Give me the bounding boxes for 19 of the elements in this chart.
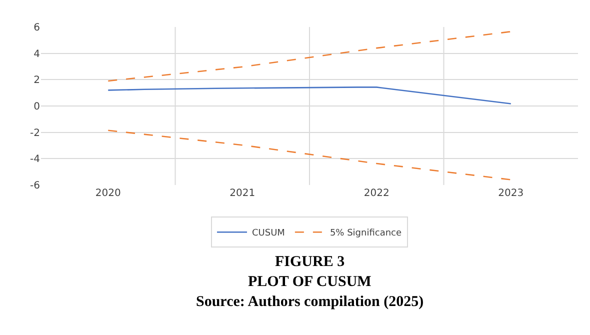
y-tick-label: 6 bbox=[34, 22, 40, 34]
x-tick-label: 2021 bbox=[230, 188, 256, 199]
y-tick-label: -6 bbox=[30, 180, 40, 192]
source-note: Source: Authors compilation (2025) bbox=[196, 294, 424, 310]
legend-label: 5% Significance bbox=[330, 228, 402, 239]
line-series bbox=[107, 30, 512, 82]
x-tick-label: 2022 bbox=[364, 188, 390, 199]
y-tick-label: -4 bbox=[30, 154, 40, 166]
text: FIGURE 3 bbox=[275, 254, 345, 270]
y-tick-label: 4 bbox=[34, 48, 40, 60]
y-tick-label: 0 bbox=[34, 102, 40, 112]
y-tick-label: -2 bbox=[30, 128, 40, 139]
line-series bbox=[107, 86, 512, 104]
x-tick-label: 2023 bbox=[498, 188, 524, 199]
text: PLOT OF CUSUM bbox=[248, 274, 372, 290]
x-tick-label: 2020 bbox=[95, 188, 121, 199]
line-series bbox=[107, 130, 512, 180]
y-tick-label: 2 bbox=[34, 75, 40, 86]
legend-label: CUSUM bbox=[252, 228, 285, 239]
